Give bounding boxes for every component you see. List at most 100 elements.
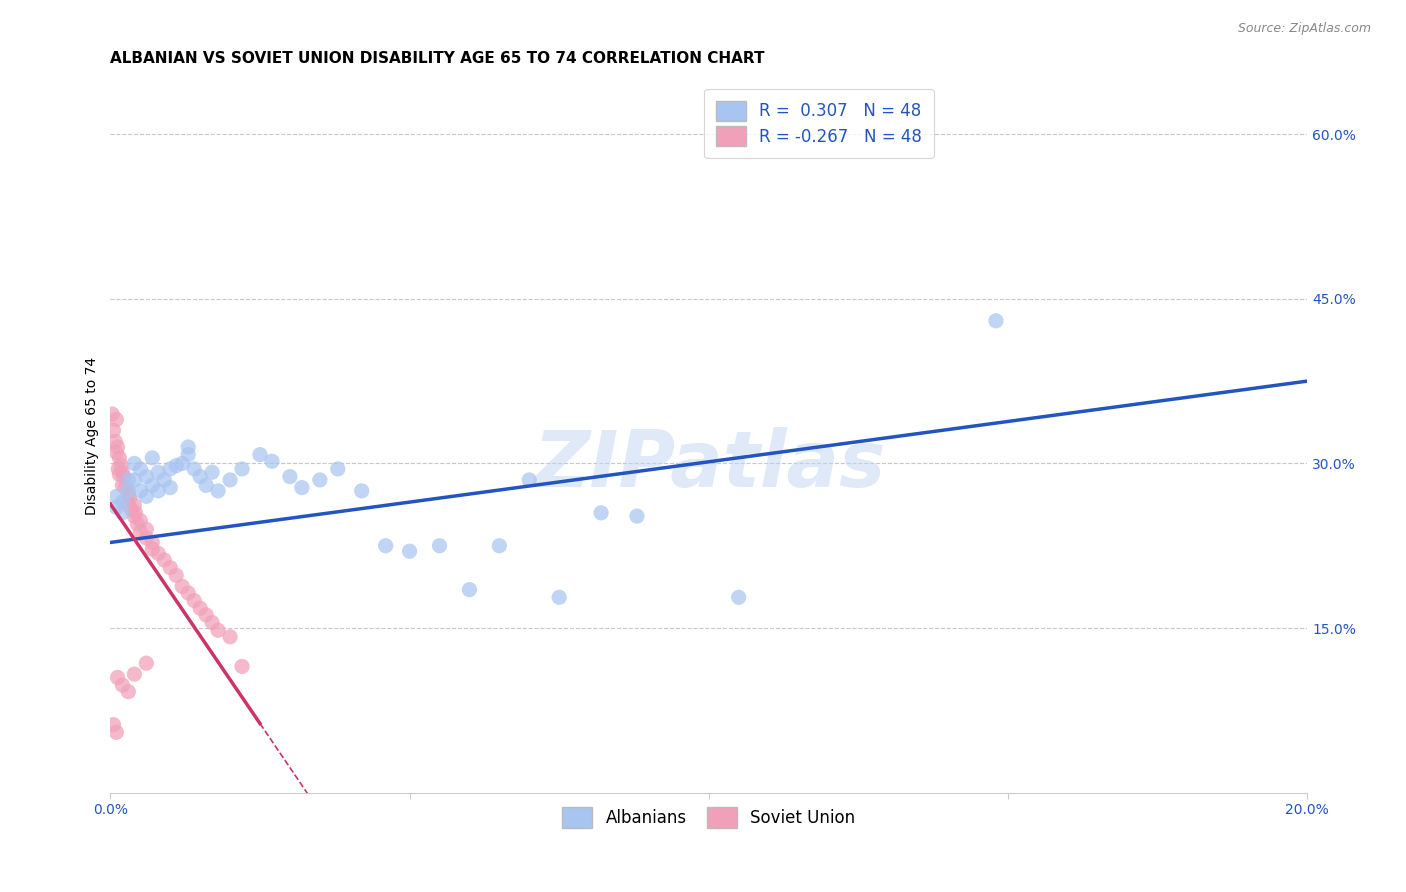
Point [165, 458, 187, 473]
Point [105, 725, 128, 739]
Point [207, 624, 229, 638]
Point [135, 522, 157, 536]
Point [114, 481, 136, 495]
Point [141, 450, 163, 465]
Point [107, 670, 129, 684]
Point [124, 667, 146, 681]
Point [105, 445, 128, 459]
Point [105, 489, 128, 503]
Point [984, 314, 1007, 328]
Point [195, 607, 218, 622]
Point [120, 502, 142, 516]
Point [104, 434, 127, 449]
Point [118, 491, 141, 506]
Point [107, 440, 129, 454]
Point [589, 506, 612, 520]
Point [177, 448, 200, 462]
Point [141, 542, 163, 557]
Point [291, 481, 314, 495]
Point [124, 506, 146, 520]
Point [153, 473, 176, 487]
Point [127, 516, 149, 531]
Point [548, 591, 571, 605]
Point [148, 546, 170, 560]
Point [183, 593, 205, 607]
Point [183, 462, 205, 476]
Point [111, 495, 134, 509]
Point [201, 465, 224, 479]
Point [135, 656, 157, 670]
Point [219, 473, 242, 487]
Point [249, 448, 271, 462]
Point [350, 483, 373, 498]
Point [195, 478, 218, 492]
Point [177, 440, 200, 454]
Point [117, 487, 139, 501]
Point [626, 509, 648, 524]
Text: ALBANIAN VS SOVIET UNION DISABILITY AGE 65 TO 74 CORRELATION CHART: ALBANIAN VS SOVIET UNION DISABILITY AGE … [111, 51, 765, 66]
Point [141, 478, 163, 492]
Point [111, 478, 134, 492]
Point [201, 615, 224, 630]
Point [117, 498, 139, 512]
Point [188, 469, 211, 483]
Point [148, 465, 170, 479]
Point [129, 483, 152, 498]
Point [129, 524, 152, 539]
Text: Source: ZipAtlas.com: Source: ZipAtlas.com [1237, 22, 1371, 36]
Point [488, 539, 510, 553]
Point [135, 531, 157, 545]
Point [517, 473, 540, 487]
Point [108, 450, 131, 465]
Point [117, 483, 139, 498]
Point [429, 539, 451, 553]
Point [458, 582, 481, 597]
Point [107, 462, 129, 476]
Point [374, 539, 396, 553]
Point [111, 678, 134, 692]
Point [727, 591, 749, 605]
Point [124, 457, 146, 471]
Point [110, 458, 132, 473]
Point [159, 462, 181, 476]
Point [129, 514, 152, 528]
Point [117, 473, 139, 487]
Point [159, 481, 181, 495]
Point [153, 553, 176, 567]
Point [124, 498, 146, 512]
Point [326, 462, 349, 476]
Point [112, 469, 135, 483]
Point [231, 462, 253, 476]
Point [172, 579, 194, 593]
Point [231, 659, 253, 673]
Point [124, 473, 146, 487]
Point [105, 412, 128, 426]
Point [177, 586, 200, 600]
Point [278, 469, 301, 483]
Point [188, 601, 211, 615]
Point [117, 684, 139, 698]
Point [103, 424, 125, 438]
Point [398, 544, 420, 558]
Point [219, 630, 242, 644]
Point [165, 568, 187, 582]
Point [207, 483, 229, 498]
Y-axis label: Disability Age 65 to 74: Disability Age 65 to 74 [86, 357, 100, 515]
Point [111, 506, 134, 520]
Point [103, 717, 125, 731]
Point [111, 465, 134, 479]
Point [260, 454, 283, 468]
Point [124, 509, 146, 524]
Point [141, 535, 163, 549]
Point [308, 473, 330, 487]
Point [159, 560, 181, 574]
Text: ZIPatlas: ZIPatlas [533, 426, 884, 502]
Point [148, 483, 170, 498]
Point [108, 467, 131, 482]
Point [105, 500, 128, 515]
Point [129, 462, 152, 476]
Legend: Albanians, Soviet Union: Albanians, Soviet Union [555, 801, 862, 834]
Point [135, 489, 157, 503]
Point [101, 407, 124, 421]
Point [172, 457, 194, 471]
